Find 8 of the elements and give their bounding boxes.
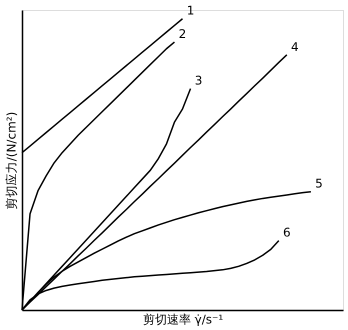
- series-label: 3: [194, 74, 202, 88]
- series-label: 5: [315, 176, 323, 191]
- series-label: 6: [282, 226, 291, 240]
- series-label: 2: [178, 27, 186, 42]
- x-axis-title: 剪切速率 γ̇/s⁻¹: [142, 312, 224, 326]
- series-label: 1: [186, 4, 194, 18]
- y-axis-title: 剪切应力/(N/cm²): [4, 112, 18, 210]
- series-label: 4: [291, 40, 299, 54]
